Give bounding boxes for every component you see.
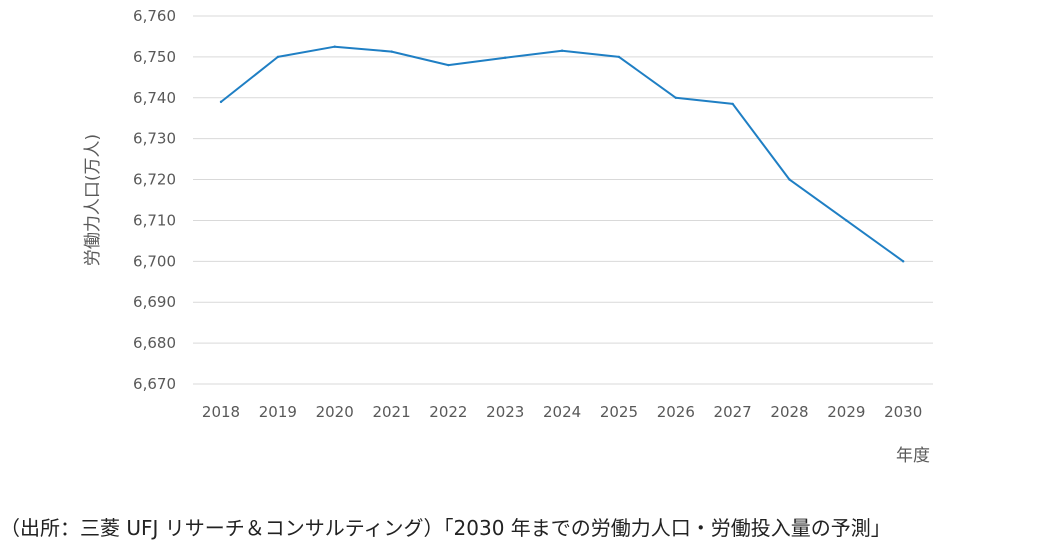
data-point [902,260,905,263]
x-tick-label: 2025 [600,403,638,421]
data-point [276,55,280,59]
y-tick-label: 6,720 [133,171,176,189]
y-tick-labels: 6,760 6,750 6,740 6,730 6,720 6,710 6,700 6,690… [133,7,176,393]
data-point [219,100,223,104]
x-tick-label: 2024 [543,403,581,421]
source-note: （出所：三菱 UFJ リサーチ＆コンサルティング）「2030 年までの労働力人口… [0,516,891,540]
data-point [333,45,336,48]
data-point [731,102,734,106]
x-tick-label: 2022 [429,403,467,421]
data-point [504,56,507,59]
x-axis-title: 年度 [896,446,930,466]
x-tick-label: 2026 [657,403,695,421]
data-point [845,219,848,222]
y-tick-label: 6,740 [133,89,176,107]
y-tick-label: 6,690 [133,293,176,311]
x-tick-label: 2028 [770,403,808,421]
y-tick-label: 6,730 [133,130,176,148]
data-point [560,49,564,52]
x-tick-label: 2030 [884,403,922,421]
gridlines [193,15,933,385]
x-tick-labels: 2018 2019 2020 2021 2022 2023 2024 2025 2026 2027… [202,403,922,421]
series-line [220,45,904,263]
y-tick-label: 6,670 [133,375,176,393]
x-tick-label: 2029 [827,403,865,421]
x-tick-label: 2020 [316,403,354,421]
y-tick-label: 6,760 [133,7,176,25]
y-tick-label: 6,750 [133,48,176,66]
data-point [447,63,450,67]
y-tick-label: 6,700 [133,252,176,270]
data-point [617,55,621,59]
x-tick-label: 2018 [202,403,240,421]
y-axis-title: 労働力人口(万人) [83,134,103,266]
data-point [674,96,677,99]
x-tick-label: 2019 [259,403,297,421]
x-tick-label: 2023 [486,403,524,421]
y-tick-label: 6,710 [133,211,176,229]
x-tick-label: 2021 [372,403,410,421]
data-point [390,50,393,53]
y-tick-label: 6,680 [133,334,176,352]
x-tick-label: 2027 [714,403,752,421]
series-group [219,45,905,263]
data-point [788,178,791,181]
